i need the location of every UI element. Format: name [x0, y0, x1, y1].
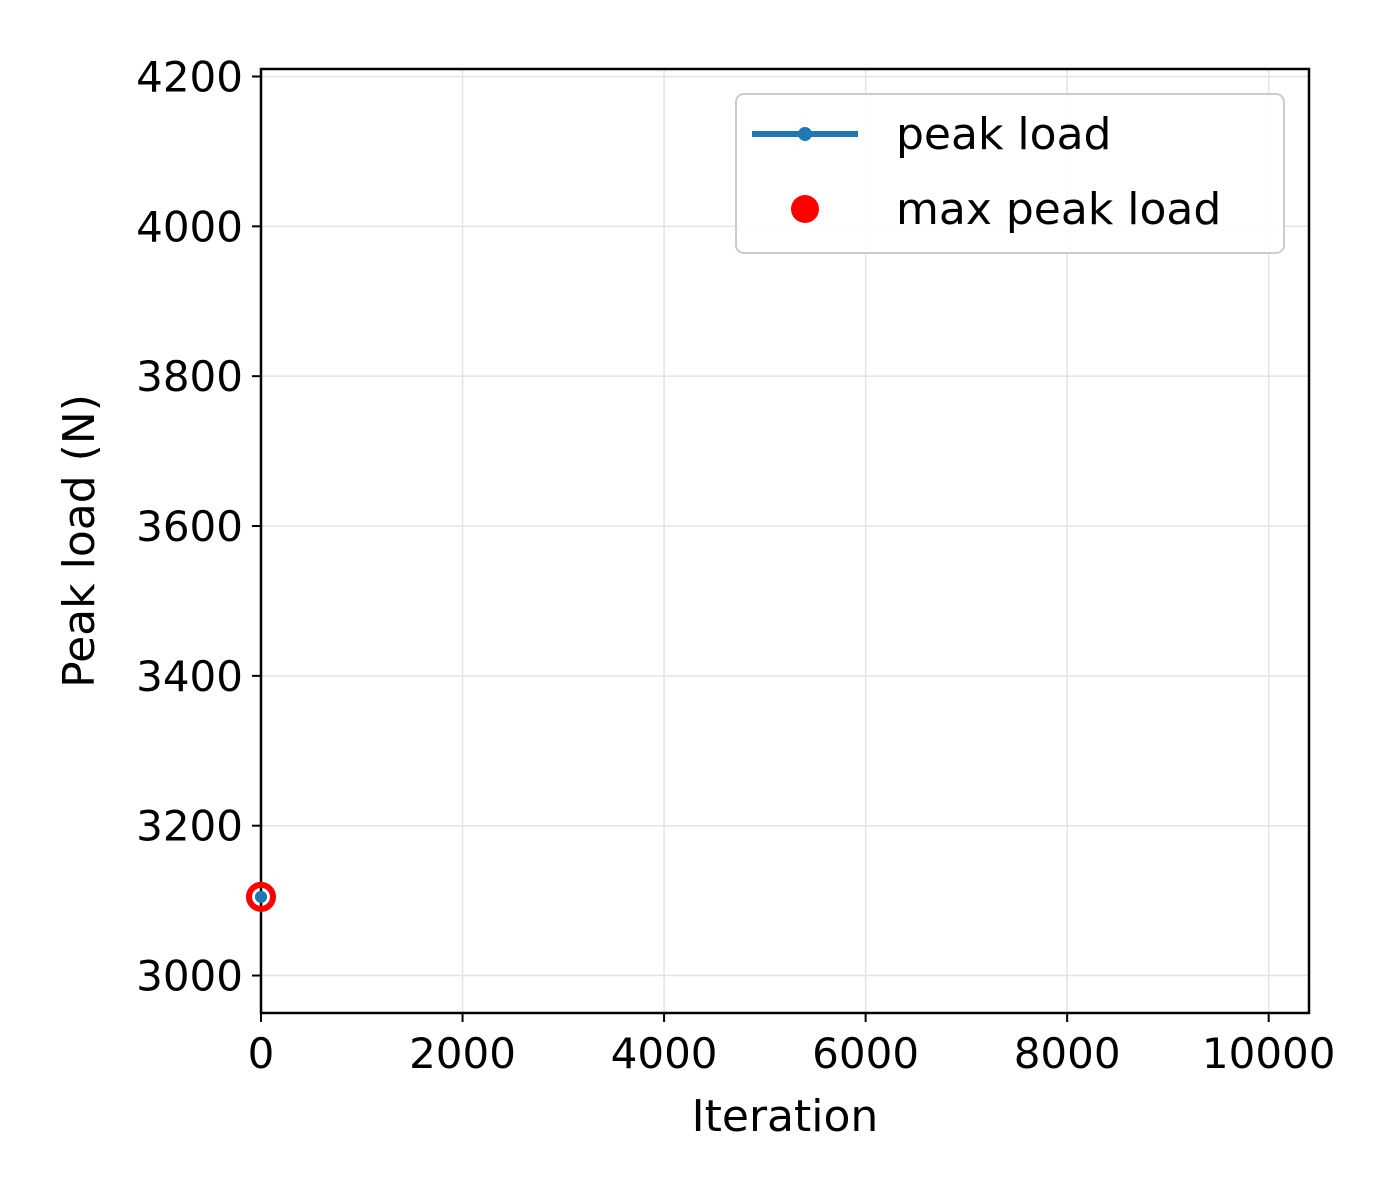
- y-axis-label: Peak load (N): [54, 394, 105, 688]
- y-tick-label: 3400: [136, 652, 243, 701]
- x-tick-label: 0: [248, 1029, 275, 1078]
- x-tick-label: 2000: [409, 1029, 516, 1078]
- x-tick-label: 8000: [1014, 1029, 1121, 1078]
- y-tick-label: 4200: [136, 52, 243, 101]
- x-tick-label: 4000: [611, 1029, 718, 1078]
- x-tick-label: 10000: [1202, 1029, 1336, 1078]
- x-tick-label: 6000: [812, 1029, 919, 1078]
- legend-line-marker: [798, 127, 812, 141]
- max-peak-load-point: [246, 881, 276, 912]
- plot-frame: [259, 67, 1311, 1015]
- y-tick-label: 3600: [136, 502, 243, 551]
- y-tick-label: 4000: [136, 202, 243, 251]
- peak-load-point-overlay: [255, 890, 267, 903]
- y-tick-label: 3200: [136, 802, 243, 851]
- legend-box: [735, 93, 1285, 254]
- legend-label: max peak load: [896, 184, 1221, 235]
- plot-area: [246, 881, 276, 912]
- legend-label: peak load: [896, 109, 1111, 160]
- y-tick-label: 3800: [136, 352, 243, 401]
- legend-scatter-marker: [791, 195, 819, 223]
- legend: peak load max peak load: [735, 93, 1285, 254]
- axes: 0 2000 4000 6000 8000 10000 3000 3200 3400 3600 38…: [136, 52, 1335, 1078]
- x-axis-label: Iteration: [692, 1091, 879, 1142]
- y-tick-label: 3000: [136, 952, 243, 1001]
